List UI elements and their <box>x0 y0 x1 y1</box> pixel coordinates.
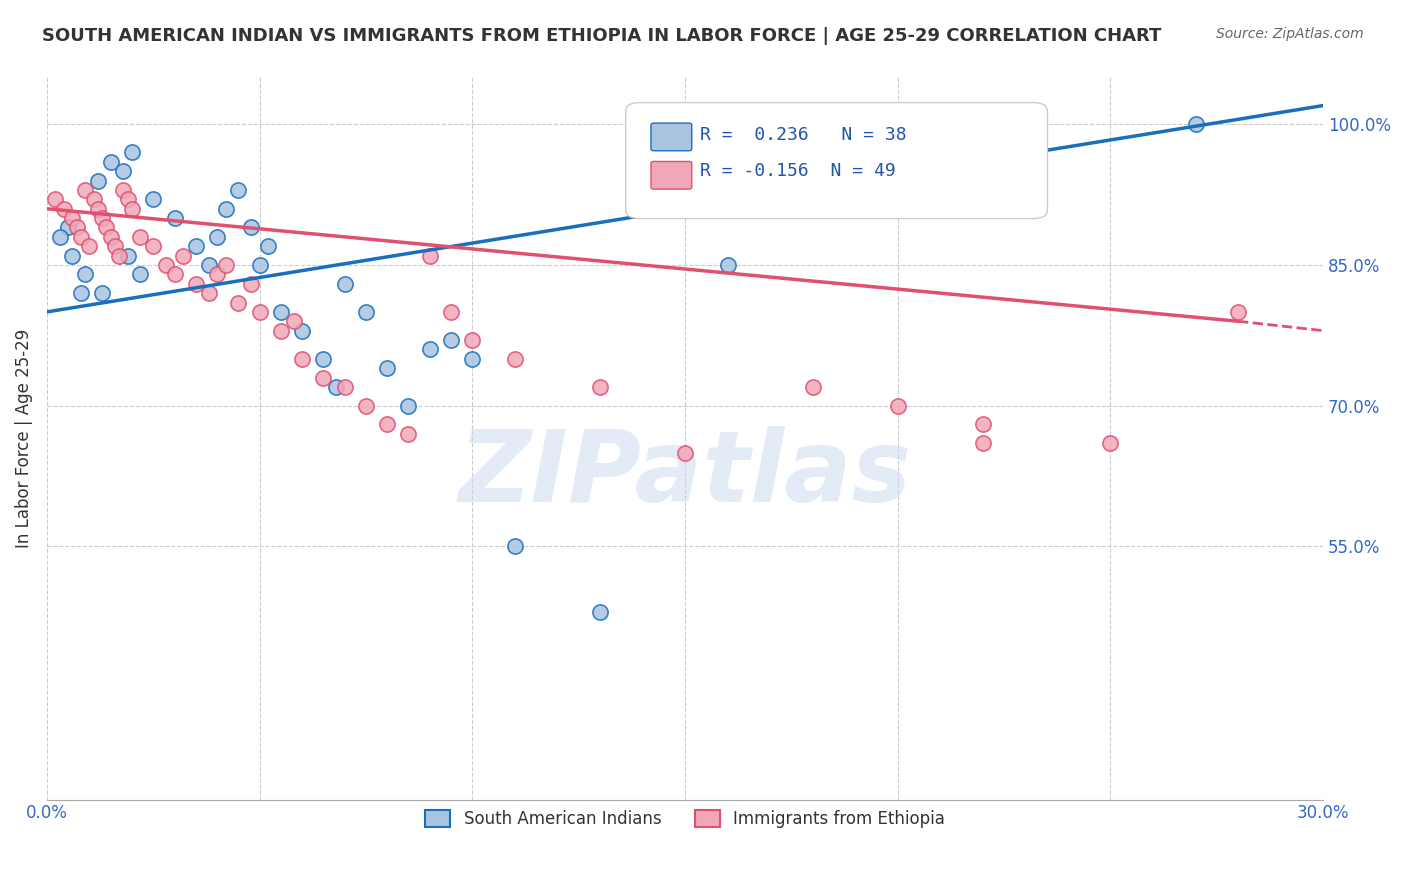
Point <box>44 192 66 206</box>
Point <box>1099 436 1122 450</box>
Point <box>56 220 79 235</box>
Point <box>197 258 219 272</box>
Point <box>205 230 228 244</box>
Text: Source: ZipAtlas.com: Source: ZipAtlas.com <box>1216 27 1364 41</box>
Point <box>117 249 139 263</box>
Point <box>503 539 526 553</box>
Point <box>240 277 263 291</box>
Point <box>104 239 127 253</box>
Point <box>112 164 135 178</box>
Point <box>419 343 441 357</box>
Point <box>108 249 131 263</box>
Point <box>312 351 335 366</box>
Point <box>972 436 994 450</box>
Point <box>79 239 101 253</box>
Point <box>129 230 152 244</box>
Point <box>1227 305 1250 319</box>
Point <box>91 211 114 226</box>
Point <box>197 286 219 301</box>
Point <box>375 417 398 432</box>
Text: R = -0.156  N = 49: R = -0.156 N = 49 <box>700 162 896 180</box>
Point <box>1184 117 1206 131</box>
Point <box>240 220 263 235</box>
Point <box>112 183 135 197</box>
Y-axis label: In Labor Force | Age 25-29: In Labor Force | Age 25-29 <box>15 329 32 548</box>
Point <box>398 426 420 441</box>
Point <box>214 258 236 272</box>
Text: ZIPatlas: ZIPatlas <box>458 426 911 523</box>
Point <box>972 417 994 432</box>
Point <box>70 230 93 244</box>
Point <box>121 202 143 216</box>
Point <box>325 380 347 394</box>
Point <box>283 314 305 328</box>
Point <box>62 211 84 226</box>
Point <box>70 286 93 301</box>
Point <box>100 154 122 169</box>
Point <box>419 249 441 263</box>
Point <box>142 192 165 206</box>
Point <box>291 324 314 338</box>
Point <box>96 220 118 235</box>
Point <box>249 305 271 319</box>
Text: R =  0.236   N = 38: R = 0.236 N = 38 <box>700 126 907 144</box>
Point <box>83 192 105 206</box>
Point <box>142 239 165 253</box>
Point <box>184 277 207 291</box>
Point <box>228 183 250 197</box>
Text: SOUTH AMERICAN INDIAN VS IMMIGRANTS FROM ETHIOPIA IN LABOR FORCE | AGE 25-29 COR: SOUTH AMERICAN INDIAN VS IMMIGRANTS FROM… <box>42 27 1161 45</box>
Point <box>440 305 463 319</box>
Point <box>155 258 177 272</box>
Point <box>801 380 824 394</box>
Point <box>886 399 908 413</box>
Point <box>716 258 738 272</box>
Point <box>972 164 994 178</box>
Point <box>333 277 356 291</box>
Point <box>121 145 143 160</box>
Point <box>440 333 463 347</box>
Point <box>375 361 398 376</box>
Point <box>87 173 110 187</box>
Point <box>214 202 236 216</box>
Point <box>270 324 292 338</box>
Point <box>257 239 280 253</box>
Point <box>461 351 484 366</box>
Point <box>75 183 97 197</box>
Point <box>205 268 228 282</box>
Point <box>66 220 89 235</box>
Point <box>249 258 271 272</box>
Point <box>163 211 186 226</box>
Point <box>184 239 207 253</box>
Point <box>398 399 420 413</box>
Point <box>52 202 75 216</box>
Point <box>354 305 377 319</box>
Point <box>48 230 70 244</box>
Point <box>589 380 612 394</box>
Point <box>333 380 356 394</box>
Point <box>172 249 194 263</box>
Point <box>503 351 526 366</box>
Point <box>129 268 152 282</box>
Point <box>117 192 139 206</box>
Point <box>291 351 314 366</box>
Point <box>228 295 250 310</box>
Legend: South American Indians, Immigrants from Ethiopia: South American Indians, Immigrants from … <box>419 803 952 835</box>
Point <box>87 202 110 216</box>
Point <box>62 249 84 263</box>
Point <box>75 268 97 282</box>
Point <box>673 445 696 459</box>
Point <box>100 230 122 244</box>
Point <box>589 605 612 619</box>
Point <box>354 399 377 413</box>
Point <box>461 333 484 347</box>
Point <box>91 286 114 301</box>
Point <box>270 305 292 319</box>
Point <box>312 370 335 384</box>
Point <box>163 268 186 282</box>
